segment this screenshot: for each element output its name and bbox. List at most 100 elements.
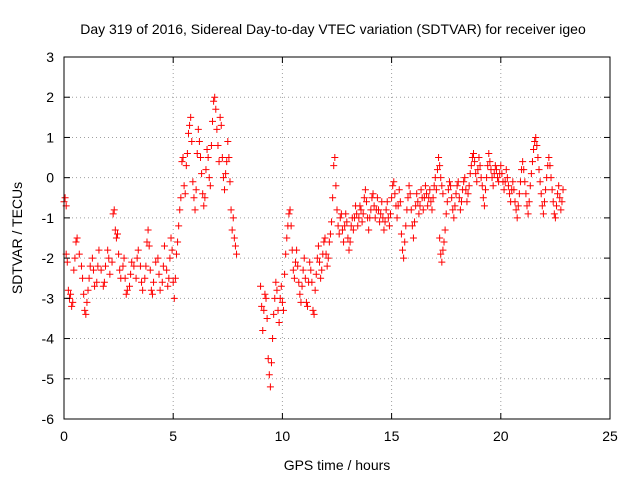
data-point [181,190,189,198]
data-point [335,230,343,238]
data-point [436,162,444,170]
data-point [72,238,80,246]
data-point [71,254,79,262]
data-point [377,210,385,218]
data-point [101,262,109,270]
data-point [456,206,464,214]
data-point [548,186,556,194]
data-point [537,190,545,198]
y-tick-labels: -6 -5 -4 -3 -2 -1 0 1 2 3 [42,49,55,427]
axis-ticks [63,56,611,420]
data-point [99,282,107,290]
data-point [494,174,502,182]
data-point [214,141,222,149]
data-point [322,250,330,258]
data-point [554,190,562,198]
data-point [228,226,236,234]
data-point [530,146,538,154]
data-point [531,137,539,145]
data-point [119,262,127,270]
data-point [461,174,469,182]
data-point [199,190,207,198]
data-point [259,327,267,335]
data-point [314,242,322,250]
data-point [276,294,284,302]
data-point [180,182,188,190]
data-point [360,194,368,202]
data-point [289,266,297,274]
x-tick-label: 5 [169,428,177,444]
data-point [275,318,283,326]
data-point [138,278,146,286]
data-point [170,294,178,302]
data-point [219,174,227,182]
data-point [341,222,349,230]
data-point [492,166,500,174]
data-point [439,190,447,198]
data-point [144,226,152,234]
data-point [370,202,378,210]
data-point [512,206,520,214]
data-point [525,198,533,206]
data-point [139,286,147,294]
data-point [555,182,563,190]
data-point [225,154,233,162]
data-point [445,178,453,186]
data-point [84,286,92,294]
data-point [213,125,221,133]
data-point [175,222,183,230]
data-point [404,194,412,202]
data-point [345,246,353,254]
y-tick-label: -2 [42,250,55,266]
data-point [209,117,217,125]
data-point [519,158,527,166]
data-point [311,286,319,294]
data-point [438,258,446,266]
data-point [556,194,564,202]
data-point [116,266,124,274]
data-point [265,371,273,379]
x-tick-label: 25 [602,428,618,444]
y-tick-label: -3 [42,290,55,306]
data-point [122,290,130,298]
data-point [464,190,472,198]
data-point [283,234,291,242]
data-point [169,278,177,286]
data-point [198,170,206,178]
data-point [130,262,138,270]
data-point [328,218,336,226]
data-point [453,182,461,190]
data-point [304,302,312,310]
data-point [154,254,162,262]
data-point [285,210,293,218]
data-point [203,146,211,154]
data-point [80,290,88,298]
data-point [81,306,89,314]
data-point [292,258,300,266]
data-point [210,97,218,105]
data-point [546,162,554,170]
data-point [347,222,355,230]
data-point [168,246,176,254]
data-point [373,194,381,202]
x-tick-label: 20 [493,428,509,444]
y-tick-label: 1 [46,129,54,145]
data-point [447,182,455,190]
data-point [415,210,423,218]
data-point [267,359,275,367]
data-point [261,290,269,298]
data-point [387,210,395,218]
data-point [176,206,184,214]
data-point [147,286,155,294]
data-point [513,214,521,222]
data-point [95,246,103,254]
data-point [215,158,223,166]
data-point [558,198,566,206]
data-point [330,162,338,170]
data-point [399,246,407,254]
data-point [514,202,522,210]
data-point [540,198,548,206]
data-point [484,162,492,170]
data-point [263,314,271,322]
grid-lines [64,57,610,419]
